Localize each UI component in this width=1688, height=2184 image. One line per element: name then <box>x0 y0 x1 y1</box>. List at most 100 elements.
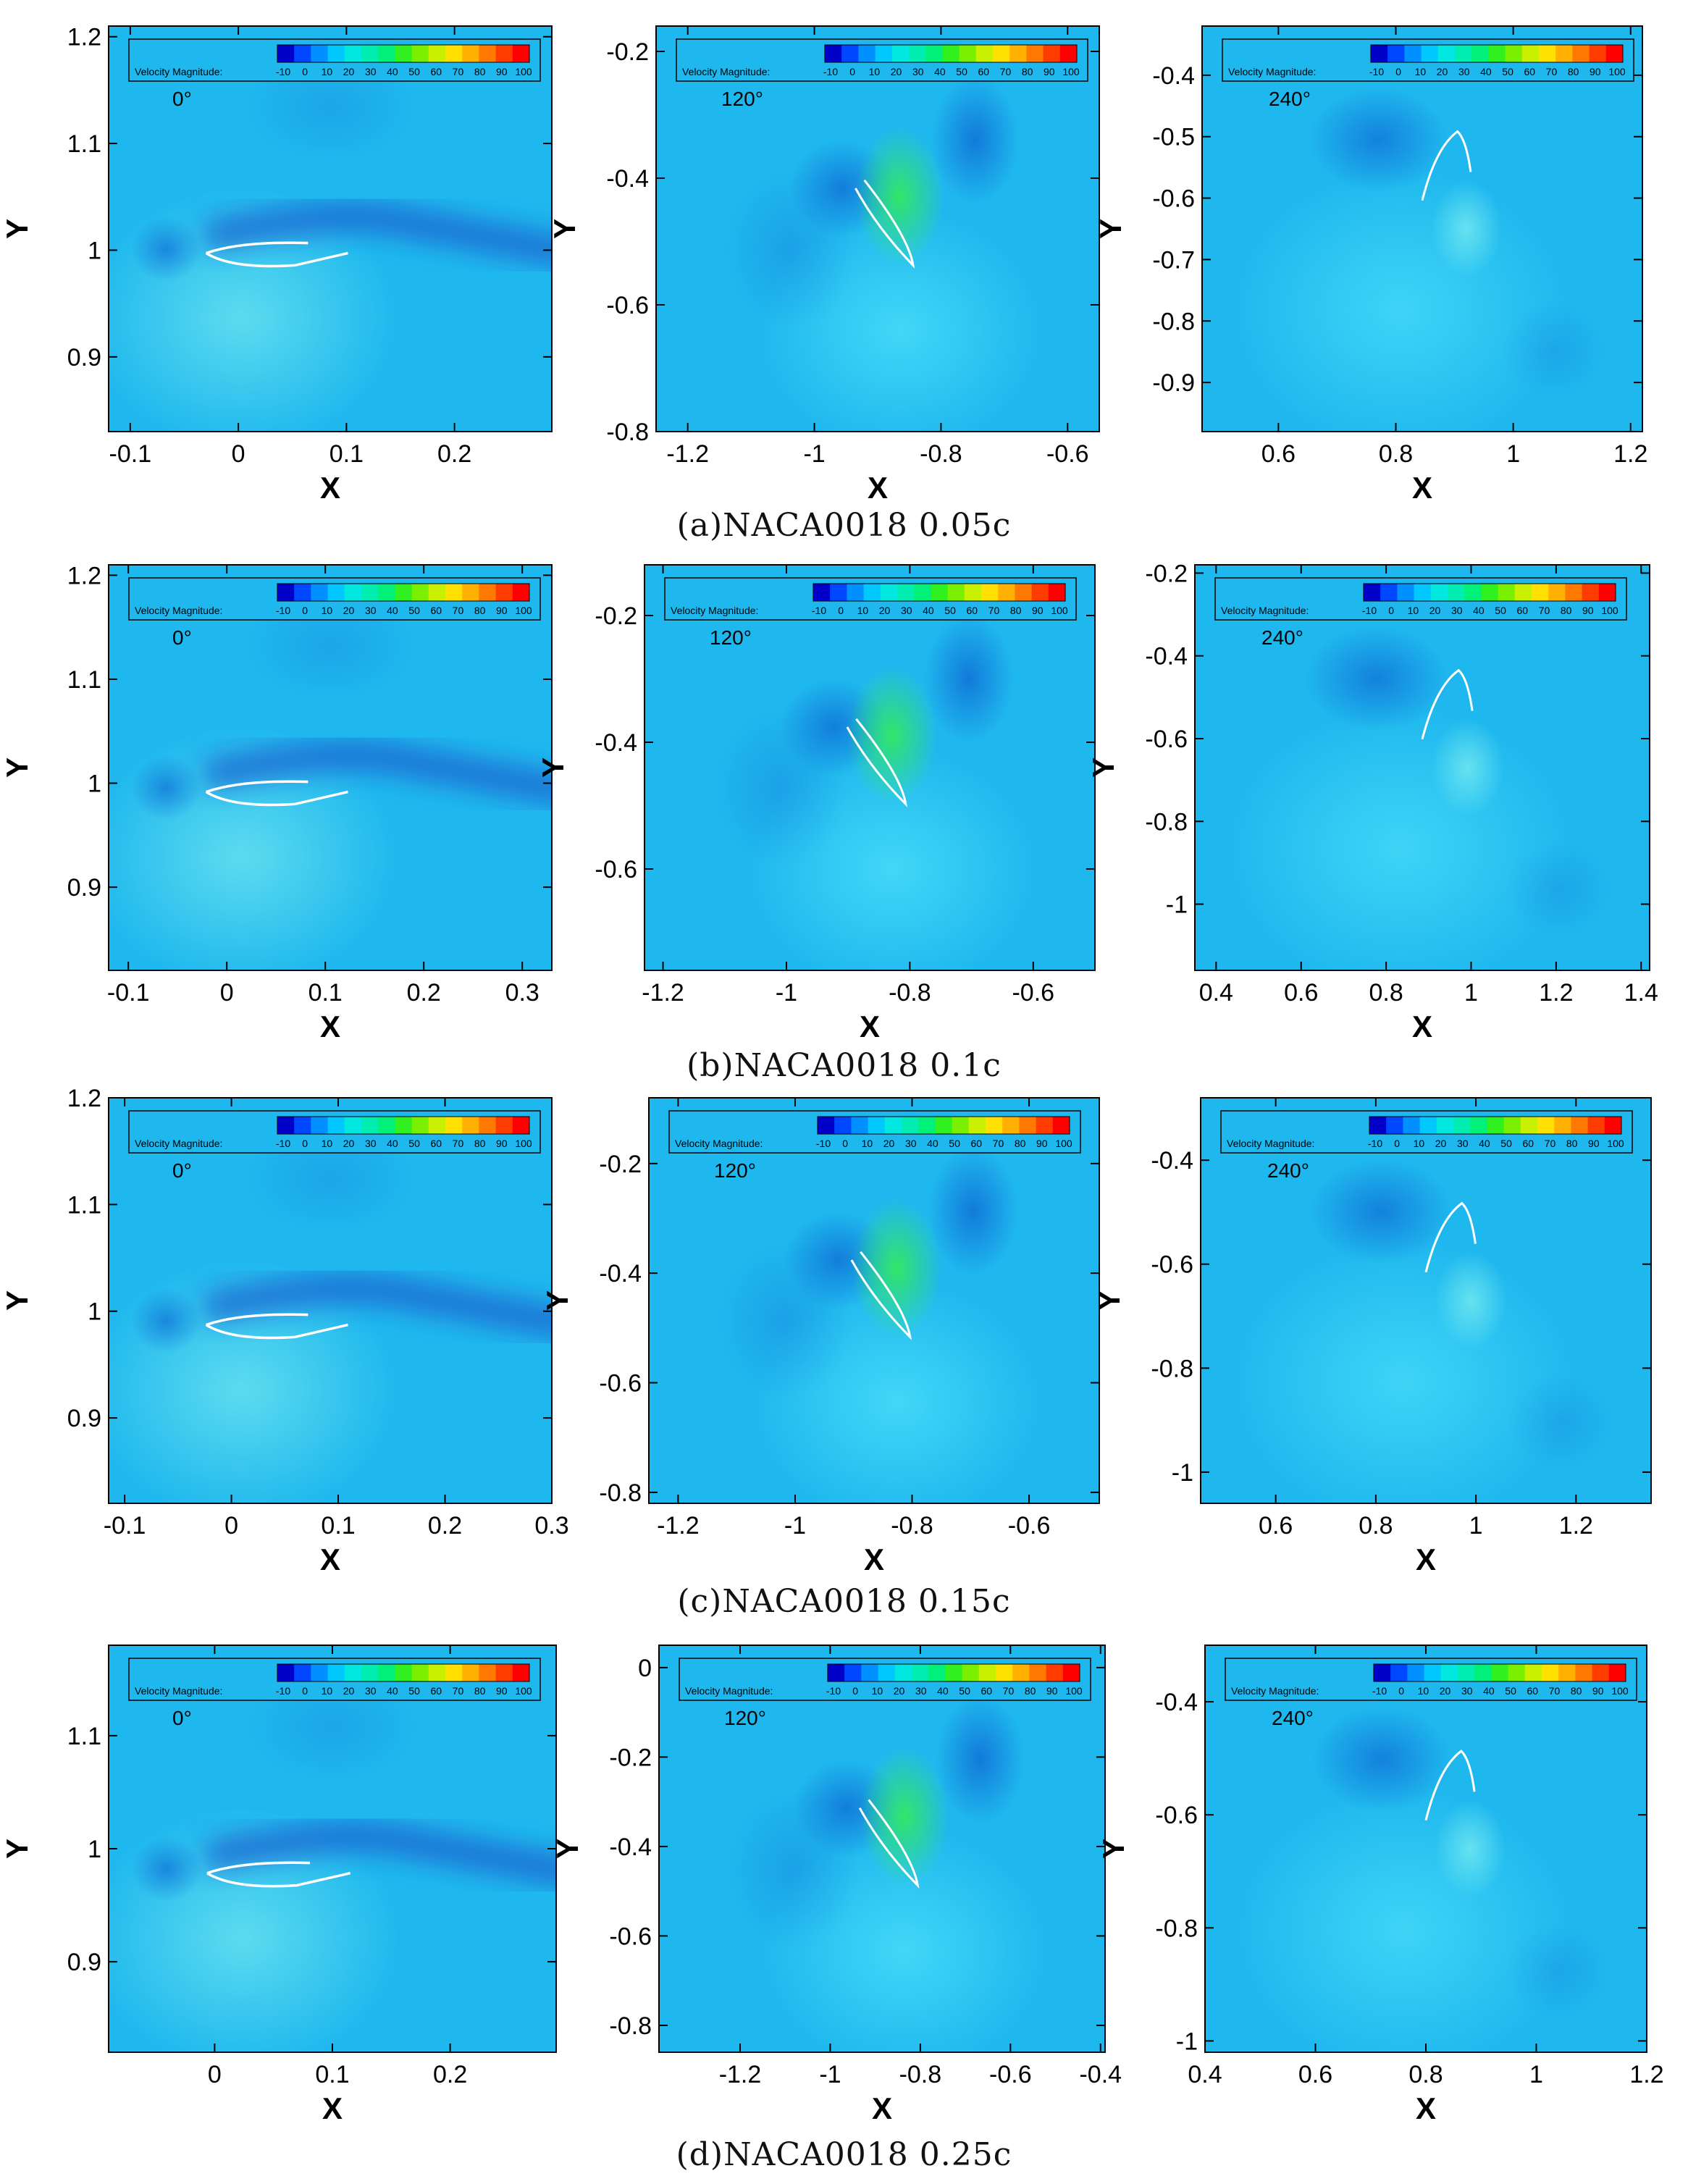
colorbar-swatch <box>1036 1117 1054 1134</box>
colorbar-swatch <box>952 1117 970 1134</box>
colorbar-swatch <box>378 45 395 62</box>
colorbar-swatch <box>1587 1117 1605 1134</box>
colorbar-swatch <box>361 45 379 62</box>
colorbar-tick-label: 0 <box>838 605 844 616</box>
colorbar-swatch <box>1471 45 1489 62</box>
colorbar-swatch <box>1575 1664 1593 1681</box>
flow-region <box>1506 1373 1616 1471</box>
y-tick-label: 1 <box>88 1298 101 1326</box>
colorbar-swatch <box>277 1117 295 1134</box>
colorbar-swatch <box>1514 584 1532 601</box>
x-tick-label: -0.4 <box>1079 2061 1122 2088</box>
colorbar-swatch <box>1458 1664 1475 1681</box>
colorbar-tick-label: 30 <box>1457 1138 1469 1149</box>
colorbar-swatch <box>378 1664 395 1681</box>
angle-label: 0° <box>172 626 192 649</box>
flow-region <box>1505 1922 1612 2020</box>
y-tick-label: -0.2 <box>606 38 649 66</box>
colorbar-tick-label: 50 <box>949 1138 960 1149</box>
flow-region <box>1431 718 1505 817</box>
airfoil <box>205 780 348 807</box>
colorbar-swatch <box>1026 45 1044 62</box>
colorbar-tick-label: 30 <box>901 605 912 616</box>
colorbar-label: Velocity Magnitude: <box>1221 605 1309 616</box>
colorbar-tick-label: 90 <box>1590 66 1601 77</box>
colorbar-tick-label: 60 <box>430 605 442 616</box>
colorbar-tick-label: 10 <box>857 605 869 616</box>
flow-region <box>712 707 847 869</box>
colorbar-swatch <box>462 584 479 601</box>
y-tick-label: -0.4 <box>599 1260 642 1288</box>
colorbar-tick-label: 70 <box>453 605 464 616</box>
y-tick-label: -0.7 <box>1152 246 1195 274</box>
y-tick-label: -0.4 <box>595 729 637 757</box>
x-axis-label: X <box>868 471 888 505</box>
colorbar-tick-label: 70 <box>993 1138 1004 1149</box>
x-tick-label: 1 <box>1469 1512 1483 1540</box>
colorbar-swatch <box>1371 45 1388 62</box>
colorbar-tick-label: 20 <box>1429 605 1441 616</box>
y-tick-label: -0.6 <box>1155 1802 1198 1829</box>
flow-region <box>1227 707 1573 970</box>
y-tick-label: -0.2 <box>599 1151 642 1178</box>
colorbar-tick-label: 50 <box>944 605 956 616</box>
x-tick-label: 0.8 <box>1359 1512 1393 1540</box>
colorbar-swatch <box>495 584 513 601</box>
x-tick-label: 1 <box>1464 979 1478 1007</box>
x-axis-label: X <box>320 471 340 505</box>
colorbar-swatch <box>1386 1117 1403 1134</box>
colorbar-swatch <box>512 45 530 62</box>
colorbar-outline <box>824 44 1078 63</box>
colorbar-tick-label: 30 <box>365 1138 377 1149</box>
colorbar-outline <box>277 1663 530 1682</box>
colorbar-swatch <box>986 1117 1003 1134</box>
colorbar-outline <box>277 583 530 602</box>
colorbar-tick-label: 90 <box>496 1685 508 1697</box>
colorbar-swatch <box>909 45 926 62</box>
colorbar-tick-label: 20 <box>883 1138 895 1149</box>
colorbar-swatch <box>891 45 910 62</box>
colorbar-swatch <box>1424 1664 1442 1681</box>
x-tick-label: 1.2 <box>1539 979 1573 1007</box>
flow-region <box>1501 301 1608 400</box>
panel-2-1: -1.2 -1 -0.8 -0.6 -0.8 -0.6 -0.4 -0.2 X Y Velocity… <box>540 1097 1100 1576</box>
colorbar-tick-label: -10 <box>826 1685 841 1697</box>
colorbar-tick-label: 20 <box>1440 1685 1451 1697</box>
x-tick-label: 0.2 <box>407 979 441 1007</box>
colorbar-swatch <box>378 584 395 601</box>
x-axis-label: X <box>872 2091 892 2125</box>
colorbar-tick-label: 10 <box>322 1685 333 1697</box>
stagnation-region <box>130 217 202 282</box>
colorbar-tick-label: 0 <box>302 1138 308 1149</box>
stagnation-region <box>130 755 202 820</box>
y-tick-label: -0.2 <box>609 1744 652 1771</box>
colorbar-tick-label: 100 <box>1065 1685 1083 1697</box>
colorbar-swatch <box>1608 1664 1626 1681</box>
colorbar-swatch <box>344 1664 362 1681</box>
colorbar-tick-label: 40 <box>387 1685 398 1697</box>
colorbar-swatch <box>361 1117 379 1134</box>
colorbar-tick-label: 60 <box>966 605 978 616</box>
colorbar-swatch <box>1419 1117 1437 1134</box>
colorbar-swatch <box>834 1117 852 1134</box>
colorbar-tick-label: 80 <box>474 66 486 77</box>
colorbar-label: Velocity Magnitude: <box>682 66 770 77</box>
x-axis-label: X <box>864 1542 884 1576</box>
colorbar-swatch <box>277 1664 295 1681</box>
colorbar-tick-label: 20 <box>1435 1138 1447 1149</box>
colorbar-swatch <box>1572 45 1590 62</box>
colorbar-outline <box>817 1116 1070 1135</box>
colorbar-tick-label: 100 <box>1051 605 1068 616</box>
colorbar-swatch <box>1046 1664 1064 1681</box>
colorbar-swatch <box>1487 1117 1505 1134</box>
colorbar-tick-label: 50 <box>408 1685 420 1697</box>
vortex-region <box>1307 87 1449 193</box>
colorbar-swatch <box>1421 45 1439 62</box>
colorbar-tick-label: 100 <box>515 605 532 616</box>
colorbar-tick-label: 70 <box>1539 605 1550 616</box>
high-velocity-region <box>851 1199 942 1337</box>
x-tick-label: 1.2 <box>1559 1512 1593 1540</box>
colorbar-swatch <box>847 584 865 601</box>
y-tick-label: -0.2 <box>1145 560 1188 587</box>
x-tick-label: 1.2 <box>1613 440 1647 468</box>
